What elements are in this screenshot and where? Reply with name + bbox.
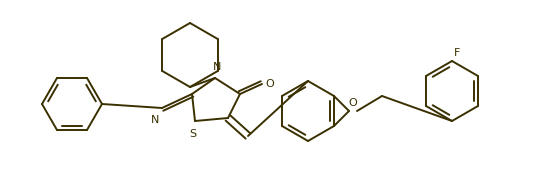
Text: O: O xyxy=(265,79,274,89)
Text: N: N xyxy=(213,62,221,72)
Text: S: S xyxy=(189,129,197,139)
Text: F: F xyxy=(454,48,460,58)
Text: O: O xyxy=(348,98,357,108)
Text: N: N xyxy=(151,115,159,125)
